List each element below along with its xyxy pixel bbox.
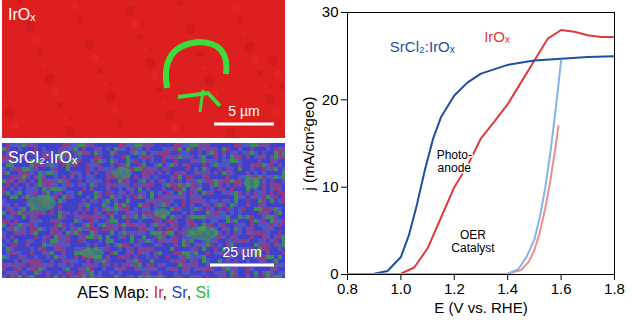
svg-text:1.8: 1.8	[604, 280, 625, 297]
svg-text:0: 0	[330, 265, 339, 283]
svg-text:20: 20	[322, 91, 339, 108]
svg-text:10: 10	[322, 178, 339, 195]
svg-text:25 µm: 25 µm	[222, 244, 261, 260]
svg-text:1.2: 1.2	[444, 280, 465, 297]
svg-text:E (V vs. RHE): E (V vs. RHE)	[434, 299, 527, 316]
svg-text:IrOₓ: IrOₓ	[8, 6, 36, 23]
html-text:AES Map: Ir, Sr, Si: AES Map: Ir, Sr, Si	[77, 284, 210, 301]
svg-text:0.8: 0.8	[337, 280, 358, 297]
svg-text:SrCl₂:IrOₓ: SrCl₂:IrOₓ	[8, 149, 78, 166]
svg-text:5 µm: 5 µm	[228, 103, 259, 119]
svg-text:Photo-anode: Photo-anode	[437, 148, 472, 175]
svg-text:30: 30	[322, 3, 339, 20]
svg-text:OERCatalyst: OERCatalyst	[451, 228, 495, 255]
svg-text:1.0: 1.0	[390, 280, 411, 297]
svg-text:j (mA/cm²geo): j (mA/cm²geo)	[300, 96, 317, 191]
svg-text:IrOₓ: IrOₓ	[484, 28, 510, 45]
svg-text:1.4: 1.4	[497, 280, 518, 297]
svg-text:1.6: 1.6	[551, 280, 572, 297]
svg-text:SrCl₂:IrOₓ: SrCl₂:IrOₓ	[390, 38, 455, 55]
